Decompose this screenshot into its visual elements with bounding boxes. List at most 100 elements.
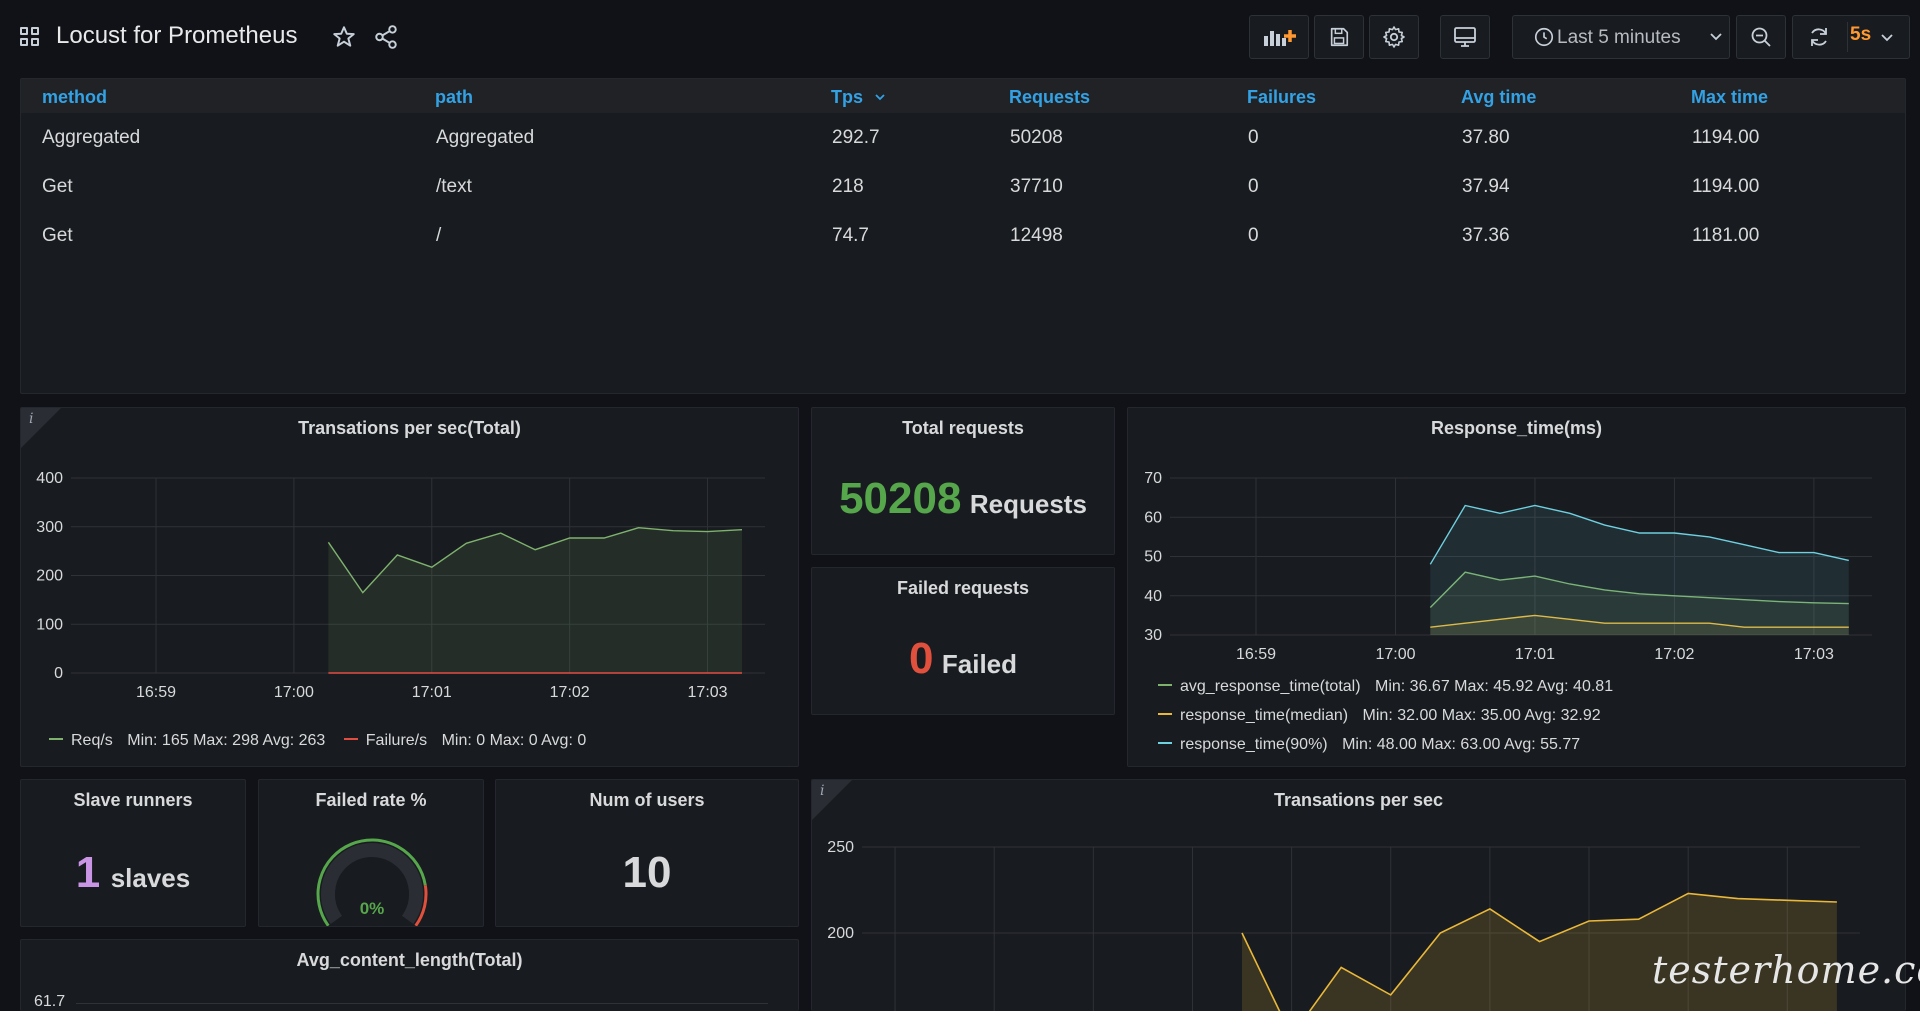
column-header-method[interactable]: method — [42, 87, 107, 107]
series-line — [1430, 614, 1849, 628]
column-header-max-time[interactable]: Max time — [1691, 87, 1769, 107]
failed-requests-panel: Failed requests 0 Failed — [811, 567, 1115, 715]
legend-stats: Min: 48.00 Max: 63.00 Avg: 55.77 — [1342, 736, 1581, 753]
panel-title[interactable]: Transations per sec — [1273, 790, 1444, 810]
legend-item-failure[interactable]: Failure/s Min: 0 Max: 0 Avg: 0 — [343, 732, 587, 749]
add-panel-button[interactable] — [1249, 15, 1309, 59]
num-users-panel: Num of users 10 — [495, 779, 799, 927]
column-header-avg-time[interactable]: Avg time — [1461, 87, 1537, 107]
table-row[interactable]: Get / 74.7 12498 0 37.36 1181.00 — [21, 225, 1905, 255]
legend: avg_response_time(total) Min: 36.67 Max:… — [1158, 672, 1613, 759]
chevron-down-icon[interactable] — [1880, 31, 1894, 45]
cell-requests: 50208 — [1010, 127, 1063, 148]
tps-total-panel: i Transations per sec(Total) 0 100 200 300 4… — [20, 407, 799, 767]
cell-path: /text — [436, 176, 472, 197]
tps-total-chart[interactable]: 0 100 200 300 400 16:59 17:00 17:01 17:02 17:03 — [21, 458, 799, 748]
cell-tps: 74.7 — [832, 225, 869, 246]
cell-method: Get — [42, 176, 73, 197]
legend-color-swatch — [1158, 683, 1172, 686]
cell-failures: 0 — [1248, 176, 1259, 197]
time-range-label: Last 5 minutes — [1557, 27, 1681, 48]
info-icon[interactable]: i — [820, 783, 825, 799]
y-tick-label: 200 — [827, 925, 854, 942]
legend-label: Failure/s — [365, 732, 428, 749]
legend: Req/s Min: 165 Max: 298 Avg: 263 Failure… — [49, 732, 586, 750]
gauge-value: 0% — [360, 899, 385, 918]
stat-value: 10 — [622, 848, 672, 897]
panel-title[interactable]: Transations per sec(Total) — [298, 418, 521, 438]
settings-button[interactable] — [1369, 15, 1419, 59]
panel-info-corner[interactable] — [812, 780, 852, 820]
series-area — [1430, 572, 1849, 635]
cell-requests: 12498 — [1010, 225, 1063, 246]
legend-item-avg[interactable]: avg_response_time(total) Min: 36.67 Max:… — [1158, 672, 1613, 701]
dashboard-title[interactable]: Locust for Prometheus — [56, 22, 298, 49]
legend-item-req[interactable]: Req/s Min: 165 Max: 298 Avg: 263 — [49, 732, 330, 749]
panel-info-corner[interactable] — [21, 408, 61, 448]
cell-avg-time: 37.80 — [1462, 127, 1510, 148]
legend-item-p90[interactable]: response_time(90%) Min: 48.00 Max: 63.00… — [1158, 730, 1613, 759]
series-line — [1429, 571, 1849, 608]
cell-path: / — [436, 225, 442, 246]
x-tick-label: 17:01 — [1515, 646, 1555, 663]
y-tick-label: 0 — [54, 665, 63, 682]
tps-panel: i Transations per sec 200 250 — [811, 779, 1906, 1011]
y-tick-label: 300 — [36, 519, 63, 536]
settings-icon — [1383, 26, 1405, 48]
share-icon[interactable] — [373, 24, 399, 50]
save-icon — [1330, 27, 1349, 47]
failed-rate-gauge[interactable]: 0% — [259, 818, 484, 927]
x-tick-label: 17:00 — [274, 684, 314, 701]
tv-mode-button[interactable] — [1440, 15, 1490, 59]
column-header-path[interactable]: path — [435, 87, 473, 107]
series-line — [1241, 892, 1837, 1011]
table-row[interactable]: Get/text 218 37710 0 37.94 1194.00 — [21, 176, 1905, 206]
refresh-interval-picker[interactable]: 5s — [1850, 24, 1872, 45]
avg-content-length-panel: Avg_content_length(Total) 61.7 — [20, 939, 799, 1011]
y-tick-label: 250 — [827, 839, 854, 856]
cell-max-time: 1194.00 — [1692, 127, 1760, 148]
stat-unit: slaves — [110, 863, 191, 893]
series-line — [1429, 504, 1849, 565]
info-icon[interactable]: i — [29, 411, 34, 427]
gauge-track — [321, 843, 423, 925]
panel-title[interactable]: Avg_content_length(Total) — [296, 950, 523, 970]
stats-table-panel: method path Tps Requests Failures Avg ti… — [20, 78, 1906, 394]
column-header-requests[interactable]: Requests — [1009, 87, 1091, 107]
stat-unit: Requests — [969, 489, 1087, 519]
cell-requests: 37710 — [1010, 176, 1063, 197]
column-header-tps[interactable]: Tps — [831, 87, 864, 107]
zoom-out-button[interactable] — [1736, 15, 1786, 59]
dashboard-header: Locust for Prometheus — [0, 0, 1920, 74]
panel-title[interactable]: Failed requests — [896, 578, 1030, 598]
stat-value-group: 10 — [496, 848, 798, 898]
legend-stats: Min: 36.67 Max: 45.92 Avg: 40.81 — [1375, 678, 1614, 695]
stat-unit: Failed — [941, 649, 1018, 679]
stat-value: 0 — [908, 634, 934, 683]
legend-stats: Min: 32.00 Max: 35.00 Avg: 32.92 — [1362, 707, 1601, 724]
time-picker-button[interactable]: Last 5 minutes — [1512, 15, 1730, 59]
panel-title[interactable]: Response_time(ms) — [1430, 418, 1603, 438]
save-button[interactable] — [1314, 15, 1364, 59]
panel-title[interactable]: Failed rate % — [315, 790, 427, 810]
legend-label: avg_response_time(total) — [1180, 678, 1361, 695]
legend-color-swatch — [343, 737, 358, 740]
x-tick-label: 17:03 — [688, 684, 728, 701]
add-panel-icon — [1264, 30, 1296, 46]
legend-item-median[interactable]: response_time(median) Min: 32.00 Max: 35… — [1158, 701, 1613, 730]
cell-path: Aggregated — [436, 127, 535, 148]
column-header-failures[interactable]: Failures — [1247, 87, 1317, 107]
legend-stats: Min: 0 Max: 0 Avg: 0 — [441, 732, 587, 749]
panel-title[interactable]: Total requests — [902, 418, 1024, 438]
tps-chart[interactable]: 200 250 — [812, 822, 1906, 1011]
star-icon[interactable] — [331, 24, 357, 50]
x-tick-label: 17:02 — [1654, 646, 1694, 663]
refresh-icon[interactable] — [1807, 25, 1831, 49]
panel-title[interactable]: Slave runners — [73, 790, 193, 810]
cell-max-time: 1194.00 — [1692, 176, 1760, 197]
table-row[interactable]: Aggregated Aggregated 292.7 50208 0 37.80 1194… — [21, 127, 1905, 157]
series-area — [328, 527, 742, 673]
apps-icon[interactable] — [20, 27, 42, 49]
response-time-chart[interactable]: 30 40 50 60 70 16:59 17:00 17:01 17:02 17:03 — [1128, 458, 1906, 708]
panel-title[interactable]: Num of users — [589, 790, 705, 810]
